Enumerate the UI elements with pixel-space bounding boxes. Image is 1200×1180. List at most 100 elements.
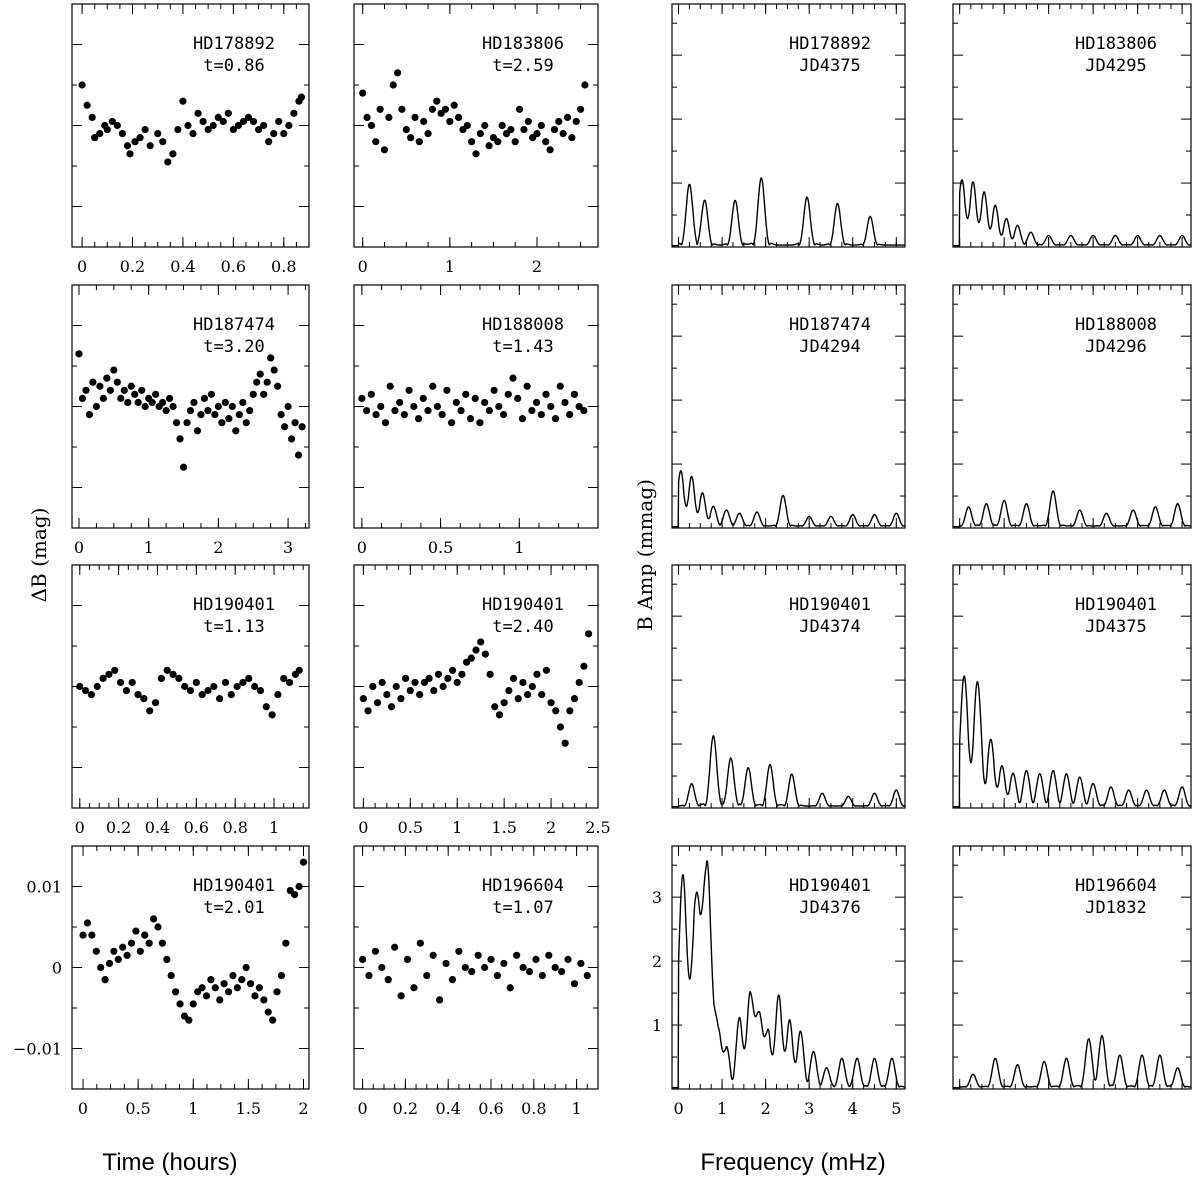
star-name-label: HD178892 — [193, 34, 275, 54]
star-name-label: HD190401 — [193, 876, 275, 896]
amplitude-spectrum-line — [671, 860, 906, 1089]
data-point — [214, 113, 222, 121]
x-tick-label: 0.2 — [106, 818, 131, 837]
data-point — [547, 402, 555, 411]
data-point — [110, 947, 118, 955]
data-point — [91, 134, 99, 142]
star-name-label: HD188008 — [1075, 315, 1157, 335]
data-point — [439, 682, 447, 691]
delta-b-axis-label: ΔB (mag) — [27, 508, 51, 603]
data-point — [113, 121, 121, 130]
data-point — [262, 703, 270, 711]
data-point — [487, 955, 495, 964]
data-point — [581, 81, 589, 89]
x-tick-label: 1 — [445, 257, 455, 276]
data-point — [442, 959, 450, 968]
data-point — [499, 411, 508, 419]
data-point — [96, 130, 104, 138]
data-point — [537, 411, 545, 419]
data-point — [169, 670, 177, 678]
data-point — [575, 678, 583, 687]
data-point — [405, 386, 413, 394]
data-point — [277, 411, 285, 419]
data-point — [403, 955, 412, 964]
x-tick-label: 0 — [358, 818, 368, 837]
data-point — [577, 959, 585, 968]
data-point — [176, 1000, 184, 1008]
data-point — [264, 1008, 272, 1016]
data-point — [468, 967, 476, 976]
data-point — [184, 121, 192, 130]
data-point — [524, 691, 532, 699]
data-point — [513, 951, 521, 959]
data-point — [397, 992, 405, 1000]
data-point — [136, 947, 144, 955]
star-name-label: HD190401 — [789, 876, 871, 896]
data-point — [179, 463, 188, 471]
data-point — [124, 398, 132, 407]
data-point — [216, 695, 224, 703]
data-point — [454, 113, 463, 121]
data-point — [500, 959, 508, 968]
data-point — [410, 402, 418, 411]
data-point — [285, 121, 293, 130]
data-point — [455, 947, 463, 955]
data-point — [106, 386, 114, 394]
data-point — [131, 390, 139, 398]
data-point — [493, 972, 502, 980]
data-point — [410, 984, 418, 992]
data-point — [199, 117, 207, 126]
star-name-label: HD190401 — [193, 595, 275, 615]
data-point — [558, 967, 566, 976]
x-tick-label: 2 — [213, 538, 223, 557]
data-point — [533, 130, 541, 138]
julian-date-label: JD4296 — [1085, 337, 1146, 357]
data-point — [193, 427, 202, 435]
data-point — [260, 390, 268, 398]
data-point — [425, 674, 433, 683]
data-point — [108, 117, 116, 126]
data-point — [176, 435, 184, 443]
data-point — [114, 955, 122, 964]
y-tick-label: 0 — [52, 959, 62, 978]
data-point — [546, 146, 554, 154]
data-point — [194, 109, 202, 117]
x-tick-label: 0.6 — [184, 818, 209, 837]
y-tick-label: 0.01 — [26, 878, 62, 897]
amplitude-spectrum-line — [952, 675, 1192, 808]
data-point — [507, 125, 515, 134]
x-tick-label: 0.6 — [478, 1099, 503, 1118]
data-point — [198, 984, 206, 992]
data-point — [538, 691, 546, 699]
data-point — [284, 402, 292, 411]
data-point — [105, 670, 113, 678]
data-point — [221, 398, 229, 407]
data-point — [75, 350, 83, 358]
data-point — [220, 980, 228, 988]
data-point — [211, 984, 219, 992]
x-tick-label: 0.6 — [221, 257, 246, 276]
data-point — [141, 402, 149, 411]
data-point — [239, 678, 247, 687]
y-tick-label: 2 — [652, 952, 662, 971]
data-point — [151, 699, 160, 707]
data-point — [420, 678, 428, 687]
x-tick-label: 0 — [78, 1099, 88, 1118]
data-point — [82, 386, 90, 394]
data-point — [224, 988, 233, 996]
data-point — [134, 691, 142, 699]
x-tick-label: 0.5 — [398, 818, 423, 837]
data-point — [415, 138, 423, 146]
data-point — [532, 955, 540, 964]
data-point — [566, 707, 574, 715]
data-point — [113, 378, 121, 386]
duration-label: t=3.20 — [203, 337, 264, 357]
data-point — [378, 678, 386, 687]
y-tick-label: 3 — [652, 888, 662, 907]
data-point — [141, 125, 149, 134]
x-tick-label: 3 — [804, 1099, 814, 1118]
data-point — [270, 366, 278, 374]
